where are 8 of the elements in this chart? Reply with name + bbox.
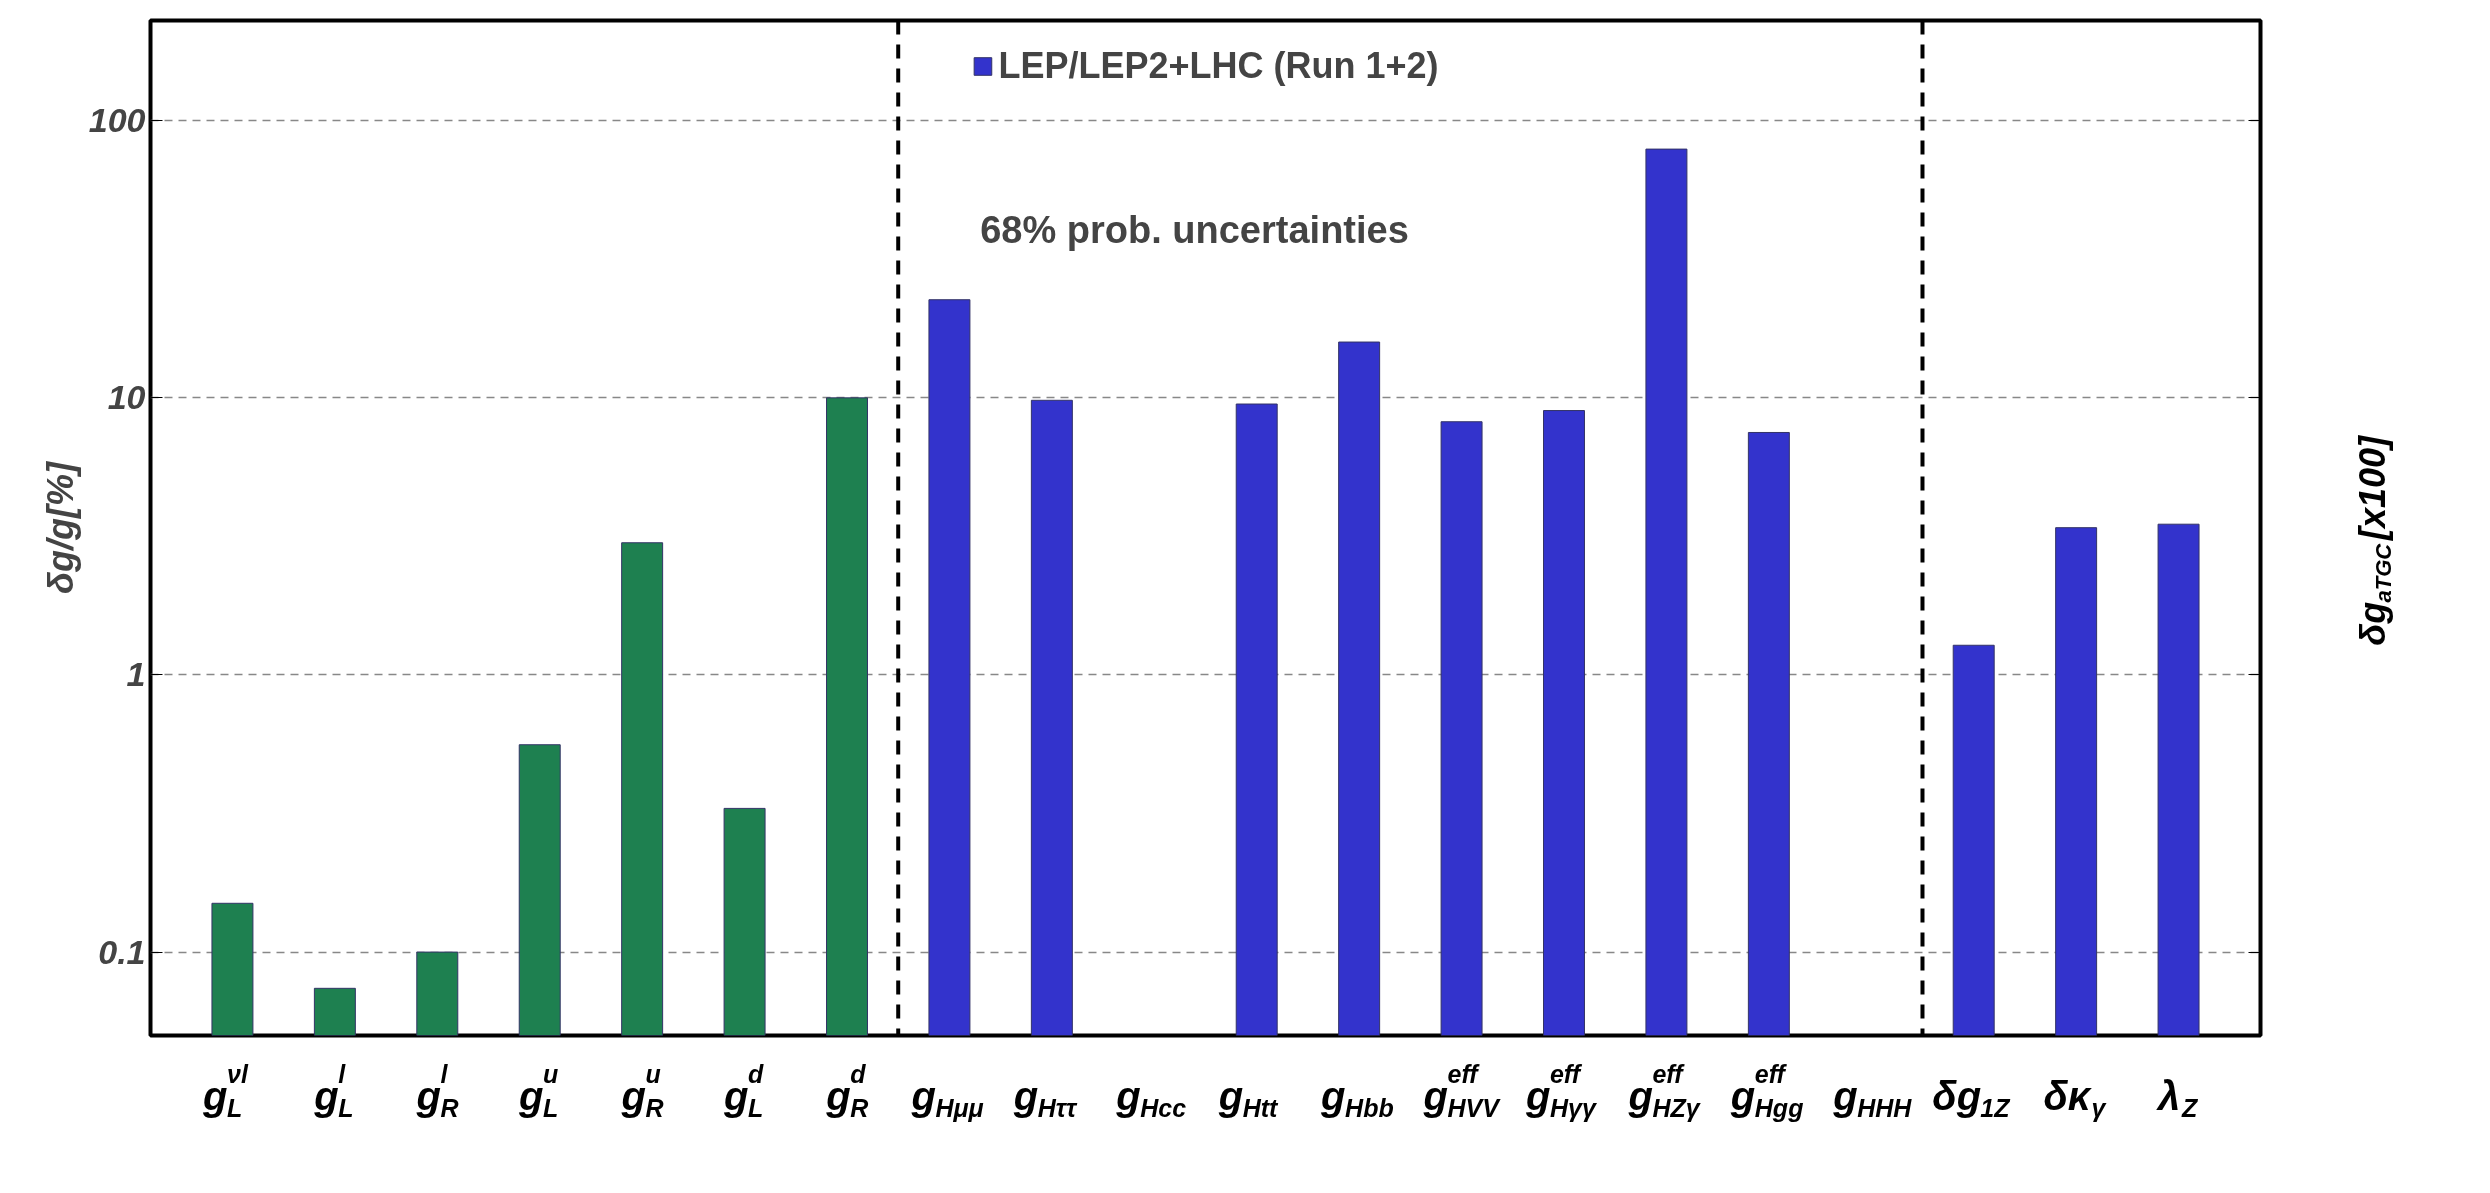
y2-axis-title: δgaTGC[x100] (2352, 434, 2396, 646)
y-axis-title: δg/g[%] (39, 461, 81, 594)
annotation: 68% prob. uncertainties (980, 208, 1409, 251)
y-tick-label: 100 (88, 101, 146, 140)
y-tick-label: 1 (126, 655, 146, 694)
legend-label: LEP/LEP2+LHC (Run 1+2) (998, 45, 1439, 87)
y-tick-label: 0.1 (98, 932, 146, 971)
y-tick-label: 10 (107, 378, 146, 417)
